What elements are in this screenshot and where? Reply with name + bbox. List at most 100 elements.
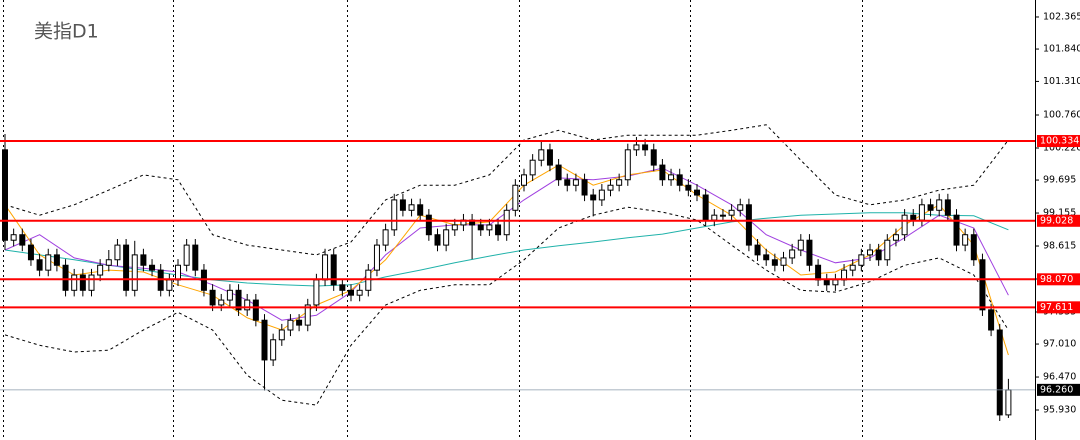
candle-body — [477, 224, 484, 231]
candle-body — [512, 184, 519, 211]
candle-body — [555, 164, 562, 181]
candle-body — [979, 259, 986, 311]
candle-body — [209, 289, 216, 306]
candle-body — [443, 229, 450, 246]
candle-body — [192, 244, 199, 271]
candle-body — [71, 274, 78, 291]
candle-body — [970, 234, 977, 261]
candle-body — [244, 299, 251, 311]
candle-body — [503, 209, 510, 236]
candle-body — [780, 257, 787, 266]
candle-body — [910, 214, 917, 221]
candle-body — [417, 204, 424, 216]
candle-body — [797, 239, 804, 251]
candle-body — [2, 149, 8, 241]
candle-body — [434, 234, 441, 246]
candle-body — [322, 254, 329, 281]
candle-body — [590, 194, 597, 201]
candle-body — [226, 289, 233, 301]
candle-body — [745, 204, 752, 246]
candle-body — [330, 254, 337, 286]
candle-body — [451, 224, 458, 231]
candle-body — [105, 259, 112, 266]
candle-body — [711, 214, 718, 221]
candle-body — [45, 254, 52, 271]
candle-body — [719, 214, 726, 217]
candle-body — [304, 304, 311, 326]
candle-body — [408, 204, 415, 211]
candle-body — [754, 244, 761, 256]
candle-body — [823, 279, 830, 286]
y-tick-label: 96.470 — [1043, 372, 1076, 383]
candle-body — [616, 179, 623, 186]
candle-body — [538, 149, 545, 161]
candle-body — [270, 339, 277, 361]
candle-body — [676, 174, 683, 186]
indicator-line — [4, 124, 1009, 256]
last-price-label: 96.260 — [1040, 384, 1073, 395]
candle-body — [918, 204, 925, 221]
candle-body — [373, 244, 380, 271]
candle-body — [114, 244, 121, 261]
candle-body — [737, 204, 744, 211]
candle-body — [391, 199, 398, 231]
candle-body — [728, 209, 735, 216]
candle-body — [988, 309, 995, 331]
candle-body — [892, 234, 899, 241]
level-label: 100.334 — [1040, 136, 1079, 147]
level-tag — [1037, 301, 1080, 314]
candle-body — [962, 234, 969, 246]
y-tick-label: 100.220 — [1043, 142, 1080, 153]
y-tick-label: 95.930 — [1043, 405, 1076, 416]
candle-body — [936, 199, 943, 211]
candle-body — [659, 164, 666, 181]
chart-title: 美指D1 — [34, 21, 99, 43]
candle-body — [140, 254, 147, 266]
candle-body — [27, 244, 34, 261]
candle-body — [996, 329, 1003, 416]
y-tick-label: 99.695 — [1043, 175, 1076, 186]
candle-body — [806, 239, 813, 266]
candle-body — [339, 284, 346, 291]
candle-body — [261, 319, 268, 361]
candle-body — [97, 264, 104, 276]
candle-body — [36, 259, 43, 271]
candle-body — [598, 189, 605, 201]
candle-body — [564, 179, 571, 186]
candle-body — [521, 174, 527, 186]
candle-body — [62, 264, 69, 291]
candle-body — [884, 239, 891, 261]
y-tick-label: 102.365 — [1043, 11, 1080, 22]
candle-body — [88, 274, 95, 291]
candle-body — [486, 224, 493, 231]
y-tick-label: 100.760 — [1043, 110, 1080, 121]
level-label: 97.611 — [1040, 302, 1073, 313]
candle-body — [668, 174, 675, 181]
indicator-line — [4, 212, 1009, 287]
candle-body — [425, 214, 432, 236]
candle-body — [287, 319, 294, 331]
candle-body — [789, 249, 796, 259]
candle-body — [252, 299, 259, 321]
candle-body — [875, 249, 882, 261]
candle-body — [815, 264, 822, 281]
level-tag — [1037, 273, 1080, 286]
candle-body — [123, 244, 130, 291]
y-tick-label: 99.155 — [1043, 208, 1076, 219]
candle-body — [694, 189, 700, 196]
candle-body — [495, 224, 502, 236]
candle-body — [348, 289, 354, 296]
candle-body — [901, 214, 908, 236]
level-label: 99.028 — [1040, 215, 1073, 226]
candle-body — [867, 249, 873, 256]
candle-body — [166, 279, 173, 291]
level-label: 98.070 — [1040, 274, 1073, 285]
candle-body — [624, 149, 631, 181]
candle-body — [581, 179, 588, 196]
candle-body — [296, 319, 303, 326]
candle-body — [131, 254, 138, 291]
candle-body — [607, 184, 614, 191]
y-tick-label: 97.010 — [1043, 339, 1076, 350]
